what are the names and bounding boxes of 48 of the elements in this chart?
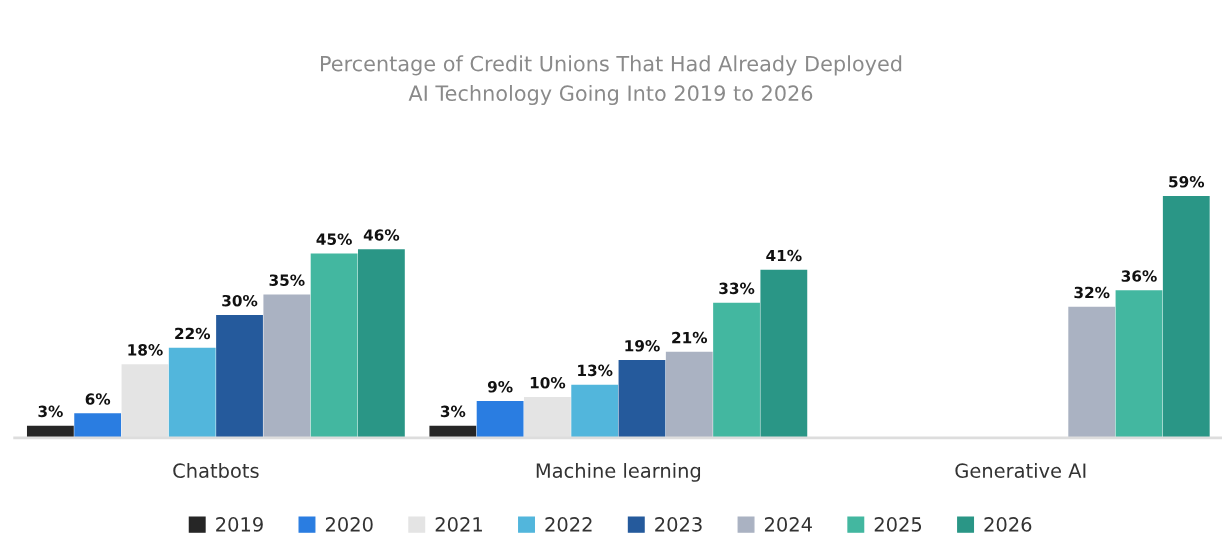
- legend-label: 2020: [325, 517, 373, 532]
- data-label: 10%: [530, 376, 566, 389]
- bar: [1115, 290, 1163, 438]
- data-label: 35%: [269, 274, 305, 286]
- legend-label: 2024: [764, 517, 812, 532]
- bar: [429, 425, 477, 438]
- data-label: 19%: [625, 339, 660, 352]
- bar: [216, 314, 263, 438]
- data-label: 41%: [766, 249, 802, 262]
- data-label: 3%: [440, 405, 466, 418]
- bar: [571, 384, 619, 438]
- bar: [357, 249, 405, 438]
- x-tick-label: Generative AI: [955, 462, 1086, 479]
- data-label: 45%: [316, 233, 352, 245]
- bar: [618, 360, 666, 438]
- bar: [476, 401, 524, 438]
- data-label: 21%: [672, 331, 708, 344]
- data-label: 30%: [222, 294, 258, 307]
- bar: [1162, 196, 1210, 438]
- data-label: 13%: [578, 364, 613, 377]
- bar: [26, 425, 74, 438]
- data-label: 33%: [719, 282, 755, 295]
- legend-label: 2022: [545, 517, 592, 532]
- legend-label: 2021: [435, 517, 482, 532]
- data-label: 6%: [85, 393, 111, 405]
- bar: [713, 302, 760, 438]
- data-label: 46%: [363, 229, 400, 241]
- data-label: 3%: [38, 405, 63, 418]
- bar: [74, 413, 122, 438]
- data-label: 22%: [175, 327, 211, 340]
- x-tick-label: Chatbots: [173, 462, 259, 479]
- bar: [310, 253, 358, 438]
- data-label: 9%: [487, 381, 513, 393]
- bar: [665, 351, 713, 438]
- legend-label: 2026: [984, 517, 1032, 532]
- bar: [168, 347, 216, 438]
- data-label: 59%: [1169, 175, 1205, 188]
- data-label: 32%: [1074, 286, 1110, 299]
- data-label: 18%: [128, 344, 163, 356]
- data-label: 36%: [1121, 270, 1157, 282]
- x-tick-label: Machine learning: [536, 462, 701, 482]
- legend-label: 2023: [655, 517, 702, 532]
- bar: [760, 269, 808, 438]
- legend-label: 2025: [874, 517, 922, 532]
- bar: [1068, 306, 1116, 438]
- legend-label: 2019: [216, 517, 263, 532]
- chart-title: Percentage of Credit Unions That Had Already Deployed AI Technology Going Into 2019 to 2026: [321, 55, 902, 106]
- bar: [263, 294, 311, 438]
